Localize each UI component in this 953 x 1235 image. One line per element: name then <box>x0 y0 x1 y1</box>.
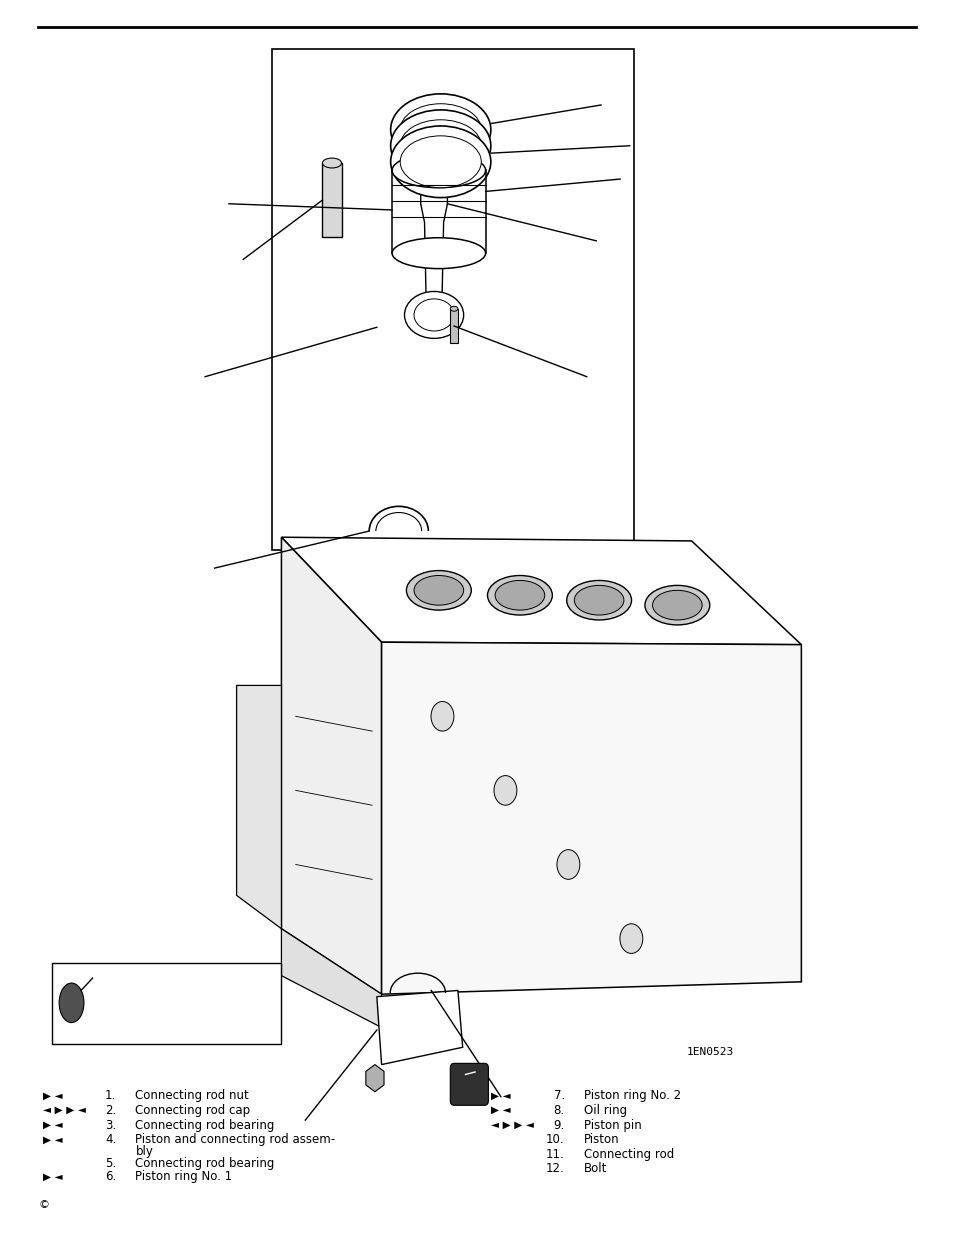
Text: Bolt: Bolt <box>583 1162 607 1174</box>
Polygon shape <box>236 685 281 929</box>
Text: ▶ ◄: ▶ ◄ <box>43 1135 63 1145</box>
Text: 4.: 4. <box>105 1134 116 1146</box>
Ellipse shape <box>392 153 485 188</box>
Text: 6.: 6. <box>105 1171 116 1183</box>
Text: Connecting rod cap: Connecting rod cap <box>135 1104 251 1116</box>
Text: 3.: 3. <box>105 1119 116 1131</box>
Text: Connecting rod: Connecting rod <box>583 1149 674 1161</box>
Ellipse shape <box>392 238 485 269</box>
Bar <box>52 963 281 1044</box>
Text: bly: bly <box>135 1145 153 1157</box>
Circle shape <box>557 850 579 879</box>
Ellipse shape <box>391 126 491 198</box>
Text: 9.: 9. <box>553 1119 564 1131</box>
Text: Oil ring: Oil ring <box>583 1104 626 1116</box>
FancyBboxPatch shape <box>450 1063 488 1105</box>
Text: Piston pin: Piston pin <box>583 1119 641 1131</box>
Bar <box>322 163 341 237</box>
Text: Connecting rod bearing: Connecting rod bearing <box>135 1119 274 1131</box>
Text: ▶ ◄: ▶ ◄ <box>43 1172 63 1182</box>
Text: Piston ring No. 2: Piston ring No. 2 <box>583 1089 680 1102</box>
Text: Connecting rod nut: Connecting rod nut <box>135 1089 249 1102</box>
Ellipse shape <box>450 306 457 311</box>
Circle shape <box>431 701 454 731</box>
Polygon shape <box>281 537 801 645</box>
Ellipse shape <box>414 576 463 605</box>
Ellipse shape <box>404 291 463 338</box>
Ellipse shape <box>495 580 544 610</box>
Polygon shape <box>381 642 801 994</box>
Text: ▶ ◄: ▶ ◄ <box>491 1105 511 1115</box>
Polygon shape <box>420 177 447 315</box>
Text: 5.: 5. <box>105 1157 116 1170</box>
Polygon shape <box>281 537 381 994</box>
Text: Piston and connecting rod assem-: Piston and connecting rod assem- <box>135 1134 335 1146</box>
Ellipse shape <box>574 585 623 615</box>
Text: ◄ ▶ ▶ ◄: ◄ ▶ ▶ ◄ <box>43 1105 86 1115</box>
Text: 1.: 1. <box>105 1089 116 1102</box>
Circle shape <box>619 924 642 953</box>
Ellipse shape <box>652 590 701 620</box>
Bar <box>450 309 457 343</box>
Ellipse shape <box>406 571 471 610</box>
Polygon shape <box>365 1065 384 1092</box>
Ellipse shape <box>391 110 491 182</box>
Ellipse shape <box>322 158 341 168</box>
Ellipse shape <box>400 120 481 172</box>
Ellipse shape <box>391 94 491 165</box>
Ellipse shape <box>400 136 481 188</box>
Text: Piston: Piston <box>583 1134 618 1146</box>
Text: 8.: 8. <box>553 1104 564 1116</box>
Text: Connecting rod bearing: Connecting rod bearing <box>135 1157 274 1170</box>
Ellipse shape <box>644 585 709 625</box>
Text: ▶ ◄: ▶ ◄ <box>491 1091 511 1100</box>
Ellipse shape <box>400 104 481 156</box>
Text: 11.: 11. <box>545 1149 564 1161</box>
Text: Apply engine oil to all
moving parts before
installation.: Apply engine oil to all moving parts bef… <box>92 976 221 1024</box>
Text: 12.: 12. <box>545 1162 564 1174</box>
Text: ▶ ◄: ▶ ◄ <box>43 1120 63 1130</box>
Bar <box>272 49 634 550</box>
Polygon shape <box>281 929 381 1028</box>
Text: 1EN0523: 1EN0523 <box>686 1047 734 1057</box>
Ellipse shape <box>566 580 631 620</box>
Text: ▶ ◄: ▶ ◄ <box>43 1091 63 1100</box>
Circle shape <box>494 776 517 805</box>
Text: ◄ ▶ ▶ ◄: ◄ ▶ ▶ ◄ <box>491 1120 534 1130</box>
Ellipse shape <box>419 142 448 167</box>
Polygon shape <box>376 990 462 1065</box>
Ellipse shape <box>59 983 84 1023</box>
Text: ©: © <box>38 1200 50 1210</box>
Text: 7.: 7. <box>553 1089 564 1102</box>
Text: Piston ring No. 1: Piston ring No. 1 <box>135 1171 233 1183</box>
Text: 10.: 10. <box>545 1134 564 1146</box>
Ellipse shape <box>414 299 454 331</box>
Ellipse shape <box>487 576 552 615</box>
Text: 2.: 2. <box>105 1104 116 1116</box>
